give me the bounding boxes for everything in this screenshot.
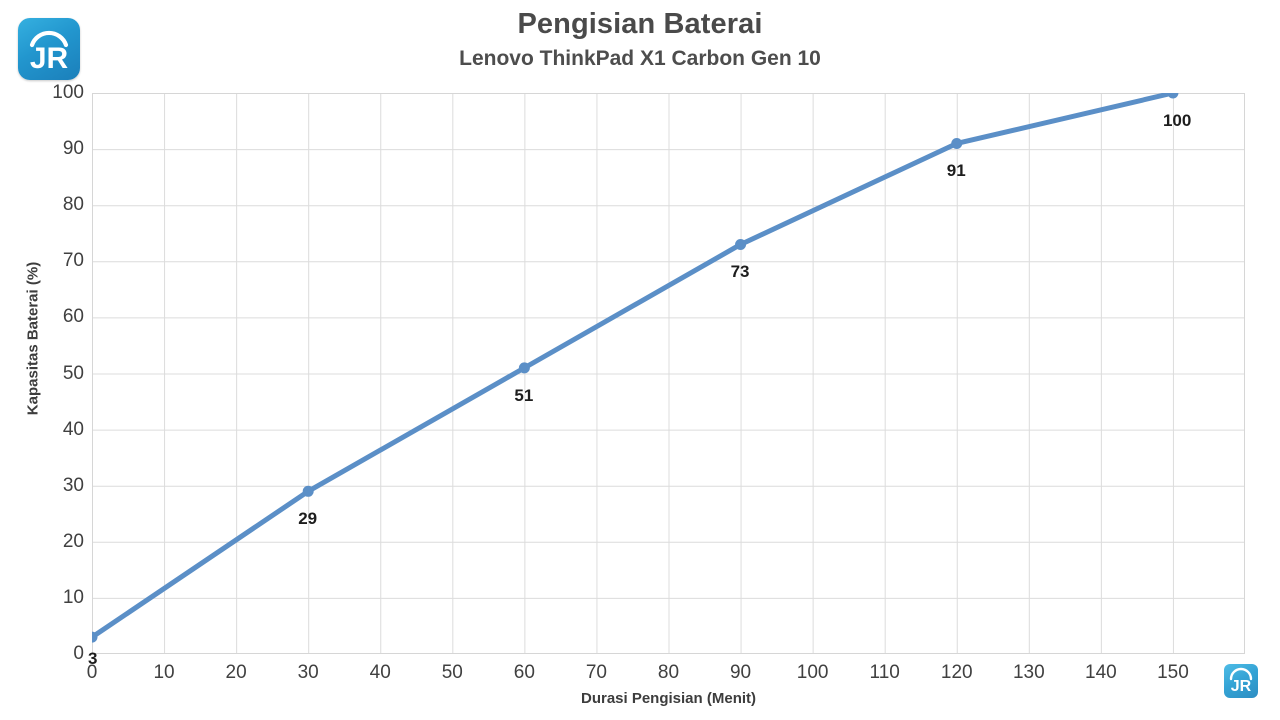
x-tick-label: 0: [86, 662, 98, 683]
x-tick-label: 40: [369, 662, 391, 683]
data-point-marker[interactable]: [92, 631, 98, 643]
y-tick-label: 70: [62, 250, 84, 272]
y-tick-label: 40: [62, 418, 84, 440]
data-point-marker[interactable]: [735, 238, 747, 250]
plot-border: [92, 93, 1245, 654]
x-tick-label: 110: [869, 662, 900, 683]
y-tick-label: 90: [62, 138, 84, 160]
x-tick-label: 120: [940, 662, 973, 683]
data-point-marker[interactable]: [302, 485, 314, 497]
x-tick-label: 50: [441, 662, 463, 683]
chart-plot-area: [92, 93, 1245, 654]
x-tick-label: 20: [225, 662, 247, 683]
x-tick-label: 130: [1012, 662, 1045, 683]
x-tick-label: 70: [585, 662, 607, 683]
x-axis-ticks: 0 10 20 30 40 50 60 70 80 90 100 110 120 130 140 150: [87, 662, 1245, 688]
y-axis-title: Kapasitas Baterai (%): [24, 261, 42, 416]
y-tick-label: 30: [62, 474, 84, 496]
data-point-marker[interactable]: [1167, 93, 1179, 99]
data-point-marker[interactable]: [951, 137, 963, 149]
x-tick-label: 80: [657, 662, 680, 683]
x-axis-title: Durasi Pengisian (Menit): [580, 690, 757, 707]
x-tick-label: 140: [1085, 662, 1117, 683]
series-line: [92, 93, 1176, 640]
x-tick-label: 60: [513, 662, 535, 683]
series-markers: [92, 93, 1179, 643]
y-tick-label: 10: [62, 586, 84, 608]
jr-watermark: JR: [1224, 664, 1258, 698]
y-tick-label: 20: [62, 530, 84, 552]
data-point-value-label: 51: [514, 385, 534, 405]
y-tick-label: 50: [62, 362, 84, 384]
svg-text:JR: JR: [30, 42, 69, 75]
data-point-value-label: 100: [1162, 111, 1192, 130]
data-point-value-label: 3: [88, 649, 98, 669]
data-point-value-label: 91: [946, 161, 966, 181]
data-point-value-label: 73: [730, 262, 750, 282]
page-title: Pengisian Baterai: [517, 8, 763, 40]
grid-lines: [92, 93, 1245, 654]
y-tick-label: 100: [52, 82, 84, 103]
y-tick-label: 0: [73, 643, 84, 664]
x-tick-label: 30: [297, 662, 319, 683]
y-tick-label: 60: [62, 306, 84, 328]
svg-text:JR: JR: [1231, 678, 1252, 695]
y-tick-label: 80: [62, 194, 84, 216]
data-point-value-label: 29: [298, 509, 318, 529]
x-tick-label: 90: [729, 662, 752, 683]
x-tick-label: 150: [1157, 662, 1189, 683]
data-point-marker[interactable]: [518, 362, 530, 374]
x-tick-label: 100: [796, 662, 829, 683]
x-tick-label: 10: [153, 662, 175, 683]
y-axis-ticks: 0 10 20 30 40 50 60 70 80 90 100: [34, 82, 84, 664]
page-subtitle: Lenovo ThinkPad X1 Carbon Gen 10: [459, 47, 821, 70]
jr-logo: JR: [18, 18, 80, 80]
